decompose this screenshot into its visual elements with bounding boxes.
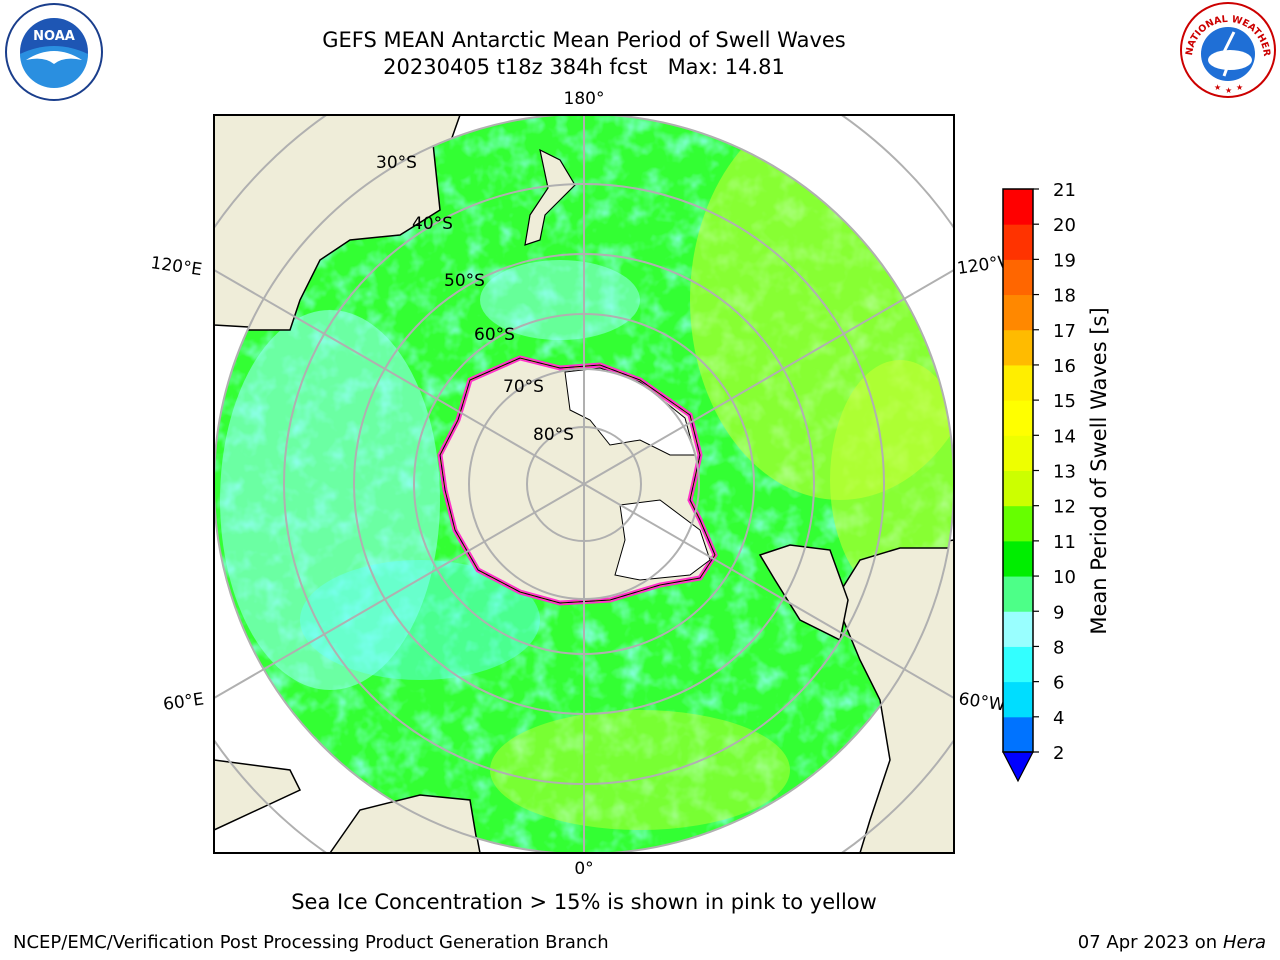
- noaa-logo-icon: NOAA: [5, 3, 103, 101]
- colorbar-tick-label: 14: [1053, 426, 1076, 447]
- colorbar-tick-label: 12: [1053, 497, 1076, 518]
- chart-title: GEFS MEAN Antarctic Mean Period of Swell…: [322, 28, 846, 52]
- lat-label-70s: 70°S: [503, 377, 544, 397]
- lat-label-60s: 60°S: [474, 325, 515, 345]
- colorbar-tick-label: 11: [1053, 532, 1076, 553]
- ice-shelf-weddell: [614, 499, 711, 581]
- colorbar-block: [1003, 505, 1033, 542]
- svg-text:★: ★: [1225, 86, 1232, 95]
- colorbar-tick-label: 10: [1053, 567, 1076, 588]
- colorbar-block: [1003, 259, 1033, 296]
- lat-label-40s: 40°S: [412, 214, 453, 234]
- land-new-zealand: [524, 148, 576, 246]
- colorbar-tick-label: 9: [1053, 602, 1064, 623]
- lon-label-0: 0°: [574, 859, 593, 879]
- nws-logo-icon: NATIONAL WEATHER SERVICE ★ ★ ★: [1178, 0, 1276, 98]
- footer-left: NCEP/EMC/Verification Post Processing Pr…: [13, 932, 609, 953]
- colorbar-block: [1003, 400, 1033, 436]
- colorbar-block: [1003, 611, 1033, 647]
- sea-ice-note: Sea Ice Concentration > 15% is shown in …: [291, 890, 877, 914]
- colorbar-block: [1003, 716, 1033, 753]
- colorbar-block: [1003, 224, 1033, 260]
- colorbar-tick-label: 13: [1053, 462, 1076, 483]
- lat-label-30s: 30°S: [376, 153, 417, 173]
- colorbar-tick-label: 2: [1053, 743, 1064, 764]
- colorbar-label: Mean Period of Swell Waves [s]: [1087, 307, 1111, 634]
- colorbar-block: [1003, 681, 1033, 718]
- footer-date: 07 Apr 2023 on: [1077, 932, 1223, 953]
- noaa-logo-text: NOAA: [33, 29, 75, 44]
- colorbar-block: [1003, 435, 1033, 471]
- colorbar-tick-label: 18: [1053, 286, 1076, 307]
- colorbar-tick-label: 19: [1053, 250, 1076, 271]
- colorbar-tick-label: 16: [1053, 356, 1076, 377]
- colorbar-tick-label: 4: [1053, 708, 1064, 729]
- colorbar-block: [1003, 576, 1033, 612]
- chart-subtitle: 20230405 t18z 384h fcst Max: 14.81: [383, 55, 785, 79]
- lat-label-50s: 50°S: [444, 271, 485, 291]
- land-madagascar: [214, 759, 302, 831]
- colorbar-block: [1003, 470, 1033, 507]
- graticule: [214, 115, 954, 853]
- svg-text:★: ★: [1214, 83, 1221, 92]
- svg-text:★: ★: [1236, 83, 1243, 92]
- footer-right: 07 Apr 2023 on Hera: [1078, 932, 1266, 953]
- colorbar-tick-label: 8: [1053, 637, 1064, 658]
- map-frame: [213, 114, 955, 854]
- colorbar-block: [1003, 646, 1033, 683]
- colorbar-tick-label: 20: [1053, 215, 1076, 236]
- colorbar-block: [1003, 364, 1033, 401]
- lat-label-80s: 80°S: [533, 425, 574, 445]
- colorbar-tick-label: 21: [1053, 180, 1076, 201]
- colorbar-tick-label: 15: [1053, 391, 1076, 412]
- colorbar-block: [1003, 540, 1033, 577]
- colorbar-under-arrow: [1002, 751, 1034, 783]
- footer-host: Hera: [1222, 932, 1266, 953]
- colorbar-tick-label: 6: [1053, 673, 1064, 694]
- colorbar-block: [1003, 294, 1033, 331]
- lon-label-180: 180°: [564, 89, 605, 109]
- colorbar-block: [1003, 189, 1033, 225]
- colorbar-tick-label: 17: [1053, 321, 1076, 342]
- colorbar-block: [1003, 329, 1033, 366]
